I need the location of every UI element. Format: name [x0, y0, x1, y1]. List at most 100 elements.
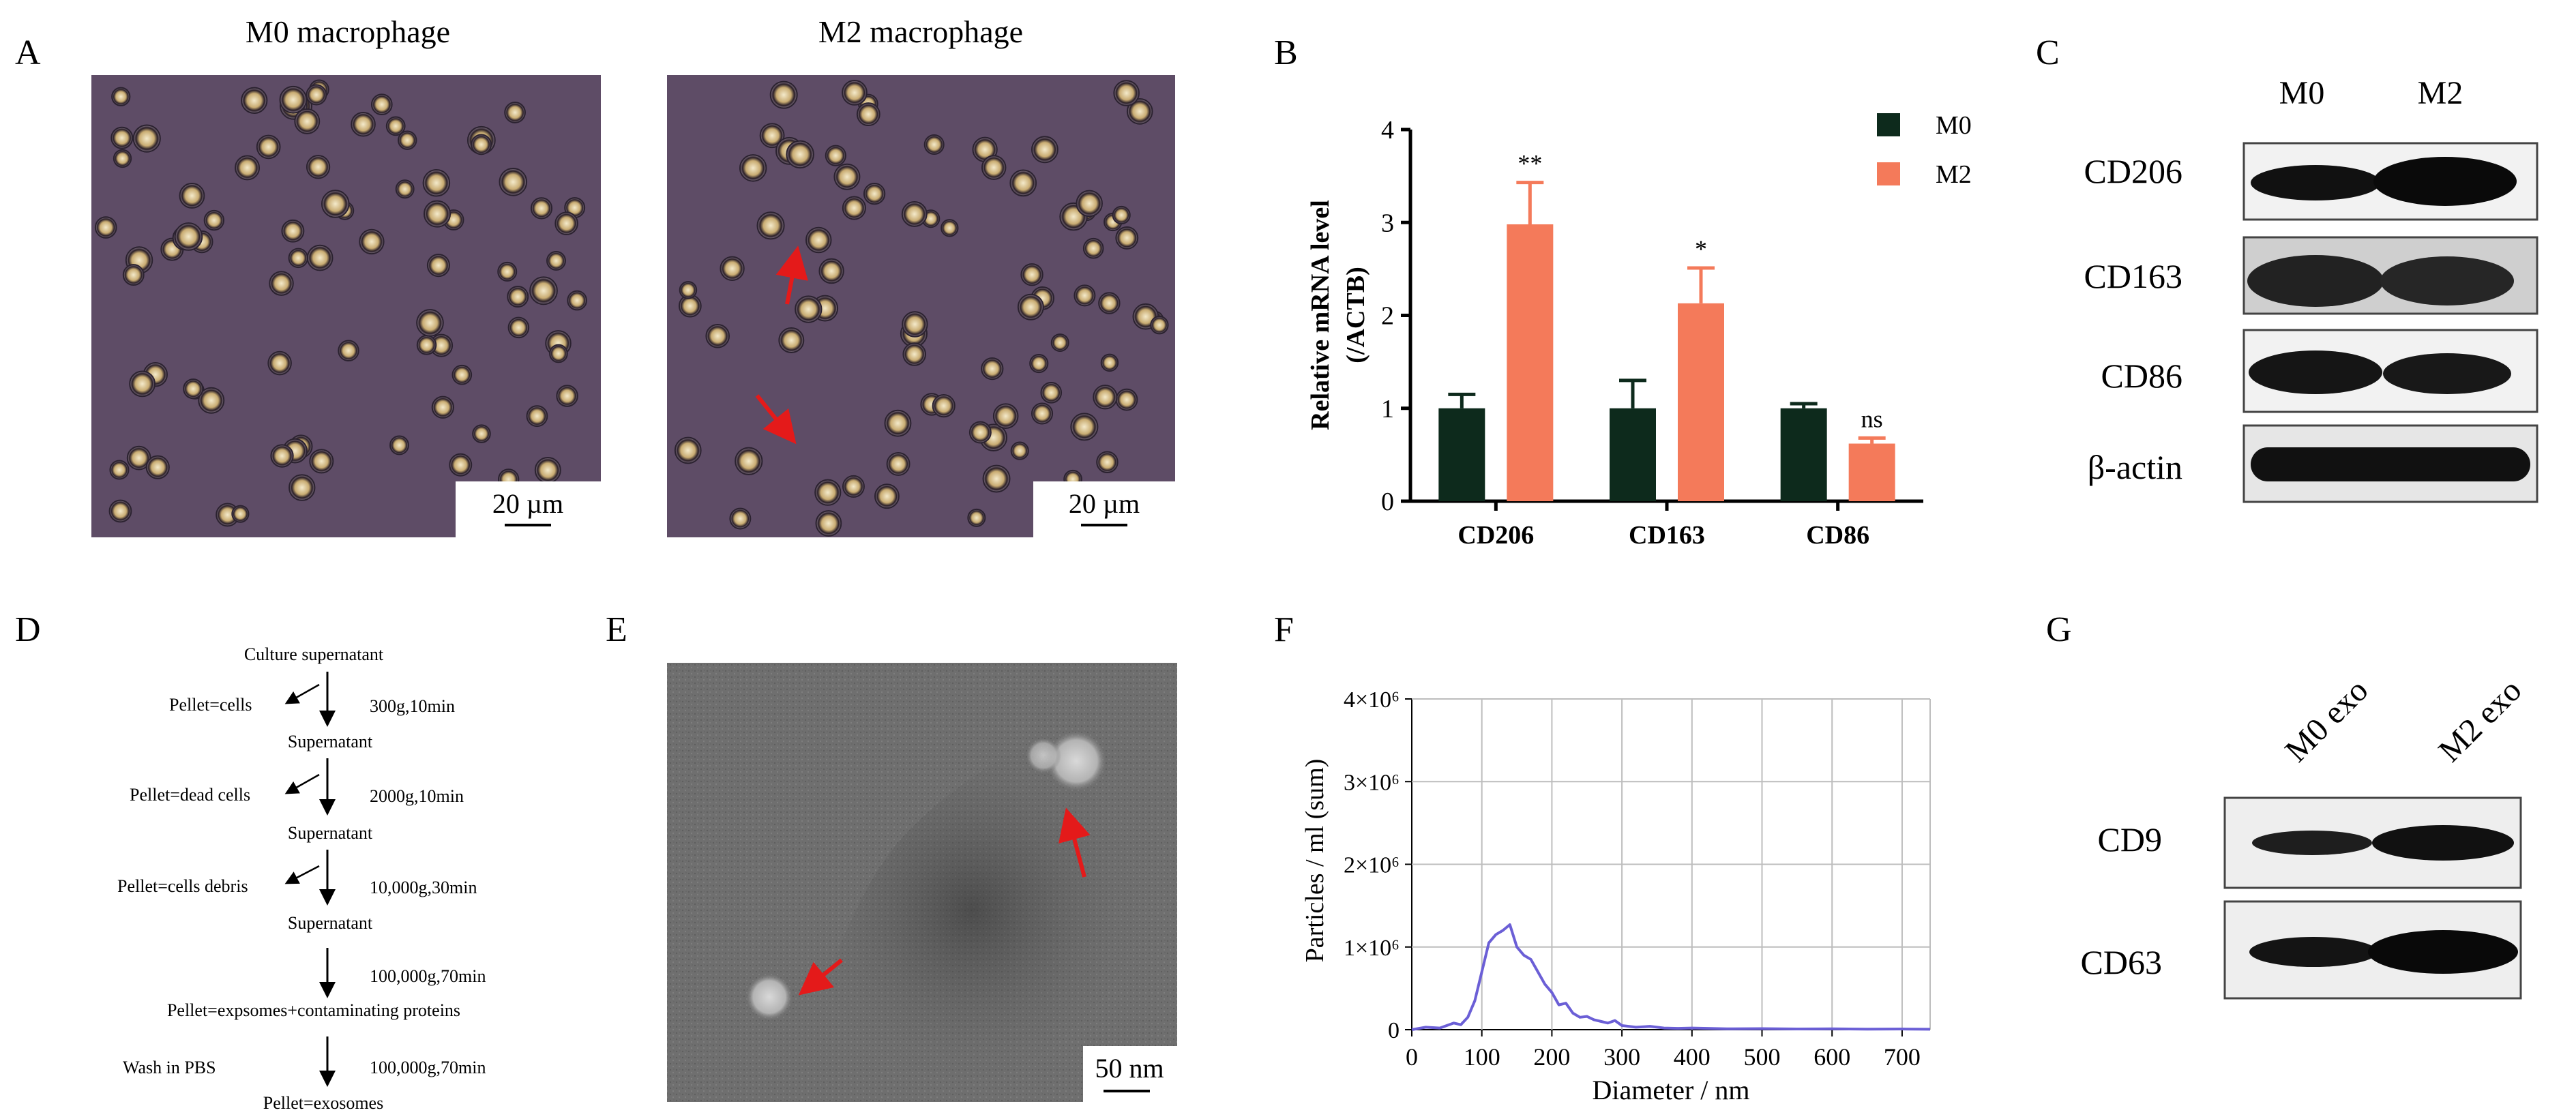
cell — [241, 87, 268, 114]
blot-cd163-m2 — [2380, 256, 2514, 305]
cell — [1093, 385, 1118, 410]
cell — [567, 290, 587, 311]
cell — [1126, 98, 1153, 125]
cell — [497, 261, 518, 282]
blot-cd163-m0 — [2247, 255, 2384, 307]
cell — [530, 197, 553, 220]
g-row-cd9: CD9 — [2098, 820, 2162, 859]
cell — [281, 219, 305, 243]
cell — [825, 145, 846, 166]
d-pellet-exosomes: Pellet=exosomes — [263, 1093, 383, 1113]
cell — [471, 134, 492, 155]
m0-scalebar-box — [456, 481, 601, 537]
cell — [499, 168, 528, 196]
cell — [981, 357, 1004, 381]
d-culture: Culture supernatant — [244, 644, 384, 664]
d-supernatant-3: Supernatant — [288, 913, 373, 933]
cell — [1070, 413, 1099, 441]
m2-scalebar-box — [1033, 481, 1175, 537]
vesicle-2 — [1026, 738, 1061, 773]
cell — [1029, 353, 1049, 374]
cell — [267, 350, 292, 376]
cell — [842, 196, 866, 220]
cell — [306, 84, 327, 106]
cell — [179, 183, 205, 209]
bar-category-label: CD163 — [1629, 521, 1705, 550]
blot-cd86-m2 — [2383, 353, 2511, 394]
panel-f: F Particles / ml (sum) Diameter / nm 0 10… — [1274, 610, 1931, 1105]
cell — [526, 405, 548, 428]
c-row-cd86: CD86 — [2101, 357, 2182, 395]
cell — [982, 464, 1011, 493]
d-spin-5: 100,000g,70min — [370, 1058, 486, 1077]
g-col-m0exo: M0 exo — [2278, 672, 2375, 769]
significance-mark: ns — [1861, 405, 1883, 432]
vesicle-3 — [746, 974, 793, 1020]
cell — [451, 364, 473, 385]
cell — [833, 163, 861, 190]
cell — [1010, 441, 1029, 460]
panel-d-letter: D — [15, 610, 41, 649]
cell — [398, 130, 417, 150]
blot-cd63-m0 — [2249, 937, 2378, 967]
cell — [1112, 205, 1131, 225]
cell — [359, 228, 385, 255]
cell — [1113, 80, 1140, 106]
cell — [1017, 293, 1044, 320]
cell — [1115, 226, 1139, 250]
cell — [902, 311, 928, 338]
cell — [992, 403, 1019, 429]
panel-b-letter: B — [1274, 33, 1298, 72]
panel-e: E 50 nm — [606, 610, 1177, 1102]
cell — [294, 108, 321, 134]
m2-arrow-1 — [775, 245, 808, 305]
bar-y-tick-label: 3 — [1381, 209, 1394, 237]
m0-scalebar-label: 20 µm — [492, 488, 563, 519]
blot-cd9-m2 — [2372, 825, 2514, 861]
bar-m2 — [1678, 303, 1724, 501]
bar-m0 — [1438, 408, 1485, 501]
cell — [416, 335, 437, 355]
cell — [556, 385, 578, 407]
tem-scalebar-box — [1083, 1046, 1177, 1102]
tem-arrow-2 — [798, 958, 843, 996]
cell — [198, 387, 225, 414]
legend-swatch-m2 — [1877, 162, 1900, 185]
cell — [814, 479, 842, 506]
cell — [759, 123, 785, 149]
cell — [256, 134, 281, 160]
bar-category-label: CD86 — [1806, 521, 1869, 550]
y-tick-label: 1×10⁶ — [1344, 936, 1400, 961]
cell — [279, 85, 308, 114]
tem-scalebar-label: 50 nm — [1095, 1053, 1164, 1084]
cell — [507, 316, 530, 339]
cell — [449, 453, 473, 477]
cell — [815, 510, 842, 537]
cell — [546, 250, 566, 271]
line-ylabel: Particles / ml (sum) — [1301, 759, 1329, 963]
c-col-m2: M2 — [2418, 75, 2463, 111]
cell — [1096, 451, 1119, 473]
cell — [981, 155, 1007, 180]
line-chart: Particles / ml (sum) Diameter / nm 0 100 2… — [1301, 687, 1931, 1105]
cell — [321, 190, 350, 218]
m2-scalebar-label: 20 µm — [1069, 488, 1140, 519]
blot-cd206-m2 — [2373, 157, 2517, 206]
cell — [735, 447, 763, 475]
m0-cells — [94, 79, 587, 527]
vesicle-1 — [1046, 731, 1106, 791]
blot-cd206-m0 — [2251, 165, 2380, 200]
cell — [122, 264, 145, 286]
cell — [805, 226, 832, 254]
cell — [778, 327, 805, 353]
panel-f-letter: F — [1274, 610, 1294, 649]
cell — [231, 505, 250, 523]
cell — [842, 79, 868, 106]
cell — [288, 248, 309, 269]
cell — [529, 276, 558, 305]
cell — [923, 134, 945, 155]
cell — [863, 182, 886, 205]
d-branch-1 — [284, 683, 320, 704]
cell — [110, 126, 134, 149]
panel-a: A M0 macrophage M2 macrophage 20 µm 20 µ… — [15, 14, 1175, 537]
